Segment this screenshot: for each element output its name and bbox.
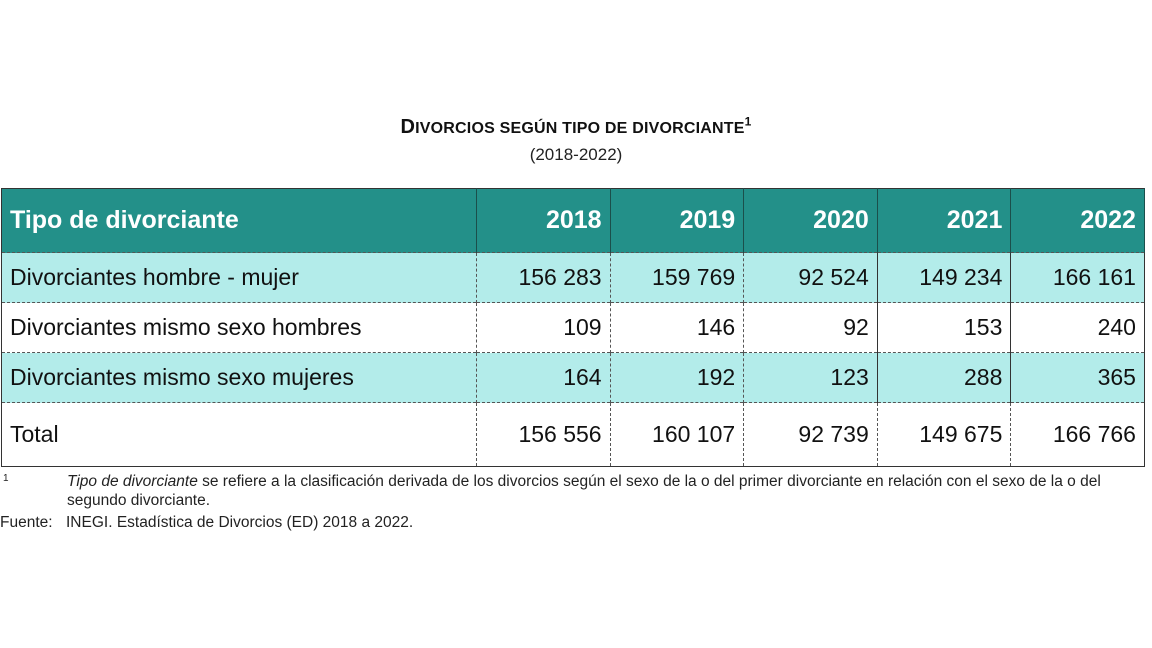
source-label: Fuente:	[0, 514, 53, 531]
cell-value: 166 161	[1010, 252, 1145, 303]
table-title: DIVORCIOS SEGÚN TIPO DE DIVORCIANTE1	[0, 114, 1152, 139]
cell-value: 109	[476, 302, 611, 353]
cell-value: 149 234	[877, 252, 1012, 303]
footnote-text: Tipo de divorciante se refiere a la clas…	[67, 472, 1142, 510]
cell-value: 156 283	[476, 252, 611, 303]
cell-value: 164	[476, 352, 611, 403]
cell-value: 153	[877, 302, 1012, 353]
header-year-2018: 2018	[476, 188, 611, 253]
cell-value: 288	[877, 352, 1012, 403]
cell-value: 192	[610, 352, 745, 403]
row-label: Divorciantes mismo sexo mujeres	[1, 352, 477, 403]
header-year-2019: 2019	[610, 188, 745, 253]
cell-value: 156 556	[476, 402, 611, 467]
divorces-table: Tipo de divorciante 2018 2019 2020 2021 …	[1, 188, 1145, 467]
source-line: Fuente: INEGI. Estadística de Divorcios (…	[0, 514, 413, 532]
header-year-2021: 2021	[877, 188, 1012, 253]
cell-value: 92 739	[743, 402, 878, 467]
table-row: Divorciantes hombre - mujer 156 283 159 …	[1, 252, 1145, 303]
table-row: Divorciantes mismo sexo hombres 109 146 …	[1, 302, 1145, 353]
footnote-term: Tipo de divorciante	[67, 473, 198, 490]
cell-value: 123	[743, 352, 878, 403]
cell-value: 240	[1010, 302, 1145, 353]
source-text: INEGI. Estadística de Divorcios (ED) 201…	[66, 514, 414, 531]
title-rest: IVORCIOS SEGÚN TIPO DE DIVORCIANTE	[415, 120, 745, 137]
cell-value: 159 769	[610, 252, 745, 303]
total-row: Total 156 556 160 107 92 739 149 675 166…	[1, 402, 1145, 467]
header-year-2022: 2022	[1010, 188, 1145, 253]
cell-value: 92 524	[743, 252, 878, 303]
cell-value: 166 766	[1010, 402, 1145, 467]
cell-value: 92	[743, 302, 878, 353]
footnote-body: se refiere a la clasificación derivada d…	[67, 473, 1101, 509]
cell-value: 149 675	[877, 402, 1012, 467]
table-row: Divorciantes mismo sexo mujeres 164 192 …	[1, 352, 1145, 403]
header-year-2020: 2020	[743, 188, 878, 253]
cell-value: 146	[610, 302, 745, 353]
row-label: Divorciantes mismo sexo hombres	[1, 302, 477, 353]
row-label: Divorciantes hombre - mujer	[1, 252, 477, 303]
cell-value: 160 107	[610, 402, 745, 467]
cell-value: 365	[1010, 352, 1145, 403]
table-subtitle: (2018-2022)	[529, 145, 623, 164]
header-row: Tipo de divorciante 2018 2019 2020 2021 …	[1, 188, 1145, 253]
row-label: Total	[1, 402, 477, 467]
title-initial: D	[400, 116, 416, 138]
title-footnote-marker: 1	[744, 114, 752, 129]
header-type: Tipo de divorciante	[1, 188, 477, 253]
footnote-marker: 1	[3, 473, 9, 484]
